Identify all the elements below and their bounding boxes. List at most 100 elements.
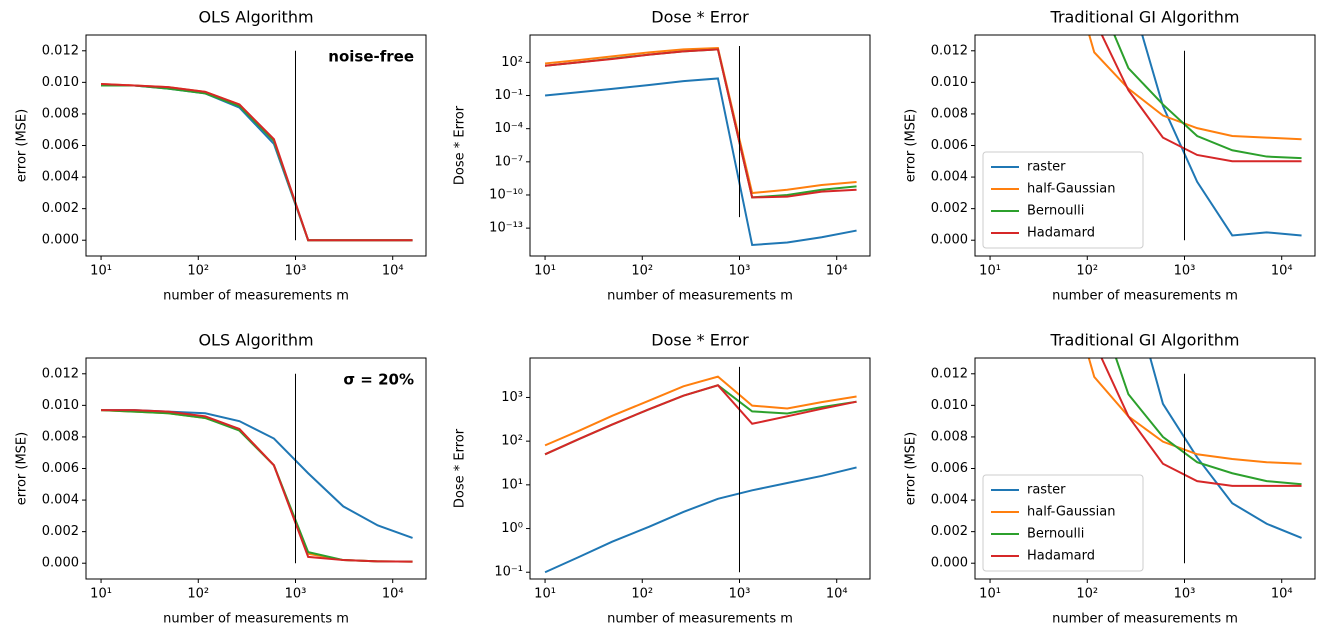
- y-tick-label: 0.012: [42, 43, 79, 58]
- y-tick-label: 0.002: [42, 524, 79, 539]
- y-tick-label: 10⁻¹: [494, 88, 523, 103]
- legend-label: raster: [1027, 483, 1066, 498]
- series-line: [544, 384, 857, 456]
- x-tick-label: 10⁴: [826, 587, 848, 602]
- y-tick-label: 10⁻¹³: [489, 221, 523, 236]
- plot-area: [544, 366, 857, 574]
- y-tick-label: 10³: [501, 390, 523, 405]
- y-tick-label: 0.010: [42, 398, 79, 413]
- y-tick-label: 0.002: [931, 524, 968, 539]
- y-tick-label: 10²: [501, 434, 523, 449]
- x-tick-label: 10³: [1174, 587, 1196, 602]
- legend-label: Bernoulli: [1027, 204, 1084, 219]
- y-axis-label: error (MSE): [15, 432, 30, 505]
- y-tick-label: 0.000: [42, 556, 79, 571]
- x-tick-label: 10²: [187, 264, 209, 279]
- y-tick-label: 10⁻¹⁰: [489, 187, 523, 202]
- y-tick-label: 0.004: [42, 493, 79, 508]
- panel-title: Traditional GI Algorithm: [1050, 8, 1240, 27]
- x-tick-label: 10¹: [979, 264, 1001, 279]
- series-line: [101, 409, 413, 563]
- y-tick-label: 0.004: [42, 170, 79, 185]
- y-tick-label: 0.010: [931, 398, 968, 413]
- legend-label: Hadamard: [1027, 549, 1095, 564]
- annotation: noise-free: [328, 48, 414, 66]
- x-tick-label: 10⁴: [382, 587, 404, 602]
- y-tick-label: 10⁻⁷: [494, 154, 523, 169]
- y-tick-label: 10⁻¹: [494, 565, 523, 580]
- series-line: [1100, 35, 1302, 163]
- x-tick-label: 10³: [1174, 264, 1196, 279]
- x-tick-label: 10⁴: [1271, 264, 1293, 279]
- y-tick-label: 10¹: [501, 477, 523, 492]
- y-tick-label: 0.006: [42, 461, 79, 476]
- plot-area: [1088, 35, 1302, 241]
- series-line: [1141, 35, 1302, 237]
- panel-title: OLS Algorithm: [198, 8, 313, 27]
- x-tick-label: 10⁴: [826, 264, 848, 279]
- legend-label: half-Gaussian: [1027, 505, 1116, 520]
- axes-frame: [974, 357, 1316, 580]
- y-axis-label: Dose * Error: [453, 105, 468, 185]
- plot-area: [544, 46, 857, 247]
- x-tick-label: 10¹: [534, 264, 556, 279]
- y-tick-label: 0.008: [931, 106, 968, 121]
- series-line: [101, 84, 413, 242]
- x-axis-label: number of measurements m: [163, 612, 349, 627]
- y-tick-label: 0.012: [42, 366, 79, 381]
- x-tick-label: 10⁴: [382, 264, 404, 279]
- y-tick-label: 0.000: [931, 233, 968, 248]
- axes-frame: [974, 34, 1316, 257]
- x-tick-label: 10¹: [90, 587, 112, 602]
- x-axis-label: number of measurements m: [1052, 289, 1238, 304]
- series-line: [101, 82, 413, 242]
- x-tick-label: 10¹: [534, 587, 556, 602]
- legend-label: Hadamard: [1027, 226, 1095, 241]
- y-tick-label: 0.004: [931, 493, 968, 508]
- y-tick-label: 0.010: [42, 75, 79, 90]
- y-tick-label: 0.000: [42, 233, 79, 248]
- plot-area: [101, 373, 413, 564]
- y-tick-label: 0.008: [931, 429, 968, 444]
- series-line: [544, 48, 857, 199]
- series-line: [101, 82, 413, 242]
- x-axis-label: number of measurements m: [607, 612, 793, 627]
- plot-area: [1087, 358, 1302, 564]
- legend: raster half-Gaussian Bernoulli Hadamard: [982, 474, 1144, 572]
- x-tick-label: 10²: [631, 587, 653, 602]
- series-line: [101, 409, 413, 539]
- y-tick-label: 0.012: [931, 366, 968, 381]
- panel: Traditional GI Algorithm number of measur…: [904, 8, 1316, 304]
- series-line: [101, 84, 413, 242]
- y-tick-label: 0.012: [931, 43, 968, 58]
- x-tick-label: 10³: [729, 587, 751, 602]
- legend-box: [982, 151, 1144, 249]
- x-tick-label: 10²: [187, 587, 209, 602]
- y-axis-label: Dose * Error: [453, 428, 468, 508]
- panel-title: Traditional GI Algorithm: [1050, 331, 1240, 350]
- panel: Dose * Error number of measurements m Dose…: [453, 331, 871, 627]
- y-tick-label: 0.000: [931, 556, 968, 571]
- axes-frame: [529, 357, 871, 580]
- axes-frame: [529, 34, 871, 257]
- y-tick-label: 0.008: [42, 106, 79, 121]
- x-tick-label: 10¹: [979, 587, 1001, 602]
- series-line: [544, 384, 857, 456]
- y-tick-label: 0.002: [931, 201, 968, 216]
- y-tick-label: 10⁻⁴: [494, 121, 523, 136]
- axes-frame: [85, 34, 427, 257]
- y-tick-label: 0.006: [931, 461, 968, 476]
- y-axis-label: error (MSE): [904, 432, 919, 505]
- panel: Dose * Error number of measurements m Dose…: [453, 8, 871, 304]
- x-tick-label: 10¹: [90, 264, 112, 279]
- panel: OLS Algorithm number of measurements m err…: [15, 8, 427, 304]
- x-tick-label: 10²: [1076, 587, 1098, 602]
- panel-title: OLS Algorithm: [198, 331, 313, 350]
- y-tick-label: 0.006: [931, 138, 968, 153]
- series-line: [544, 466, 857, 574]
- plot-area: [101, 50, 413, 242]
- x-tick-label: 10⁴: [1271, 587, 1293, 602]
- annotation: σ = 20%: [343, 371, 414, 389]
- series-line: [544, 48, 857, 199]
